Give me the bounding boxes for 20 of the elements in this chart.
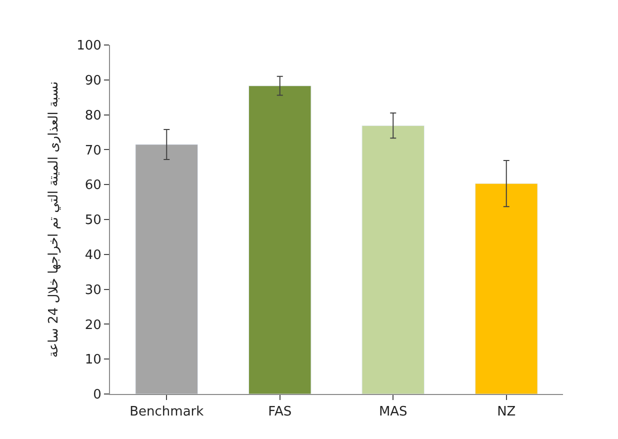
- x-tick-label: MAS: [378, 404, 408, 420]
- y-tick-label: 60: [84, 178, 102, 194]
- y-tick-label: 100: [76, 38, 102, 54]
- y-tick-label: 30: [84, 282, 102, 298]
- y-tick-label: 20: [84, 318, 102, 333]
- y-axis-title: نسبة العذارى الميتة التي تم اخراجها خلال 24 ساعة: [46, 81, 62, 358]
- y-tick-label: 0: [93, 388, 102, 403]
- y-tick-label: 50: [84, 213, 102, 228]
- x-tick-label: Benchmark: [130, 404, 204, 420]
- y-tick-label: 10: [84, 352, 102, 368]
- bar: [474, 183, 538, 394]
- bar: [135, 144, 198, 394]
- y-tick-label: 70: [84, 143, 102, 158]
- bar: [362, 125, 425, 394]
- bar: [248, 86, 312, 394]
- y-tick-label: 90: [84, 73, 102, 88]
- y-tick-label: 80: [84, 108, 102, 124]
- x-tick-label: NZ: [497, 404, 516, 420]
- x-tick-label: FAS: [268, 404, 292, 420]
- y-tick-label: 40: [84, 248, 102, 263]
